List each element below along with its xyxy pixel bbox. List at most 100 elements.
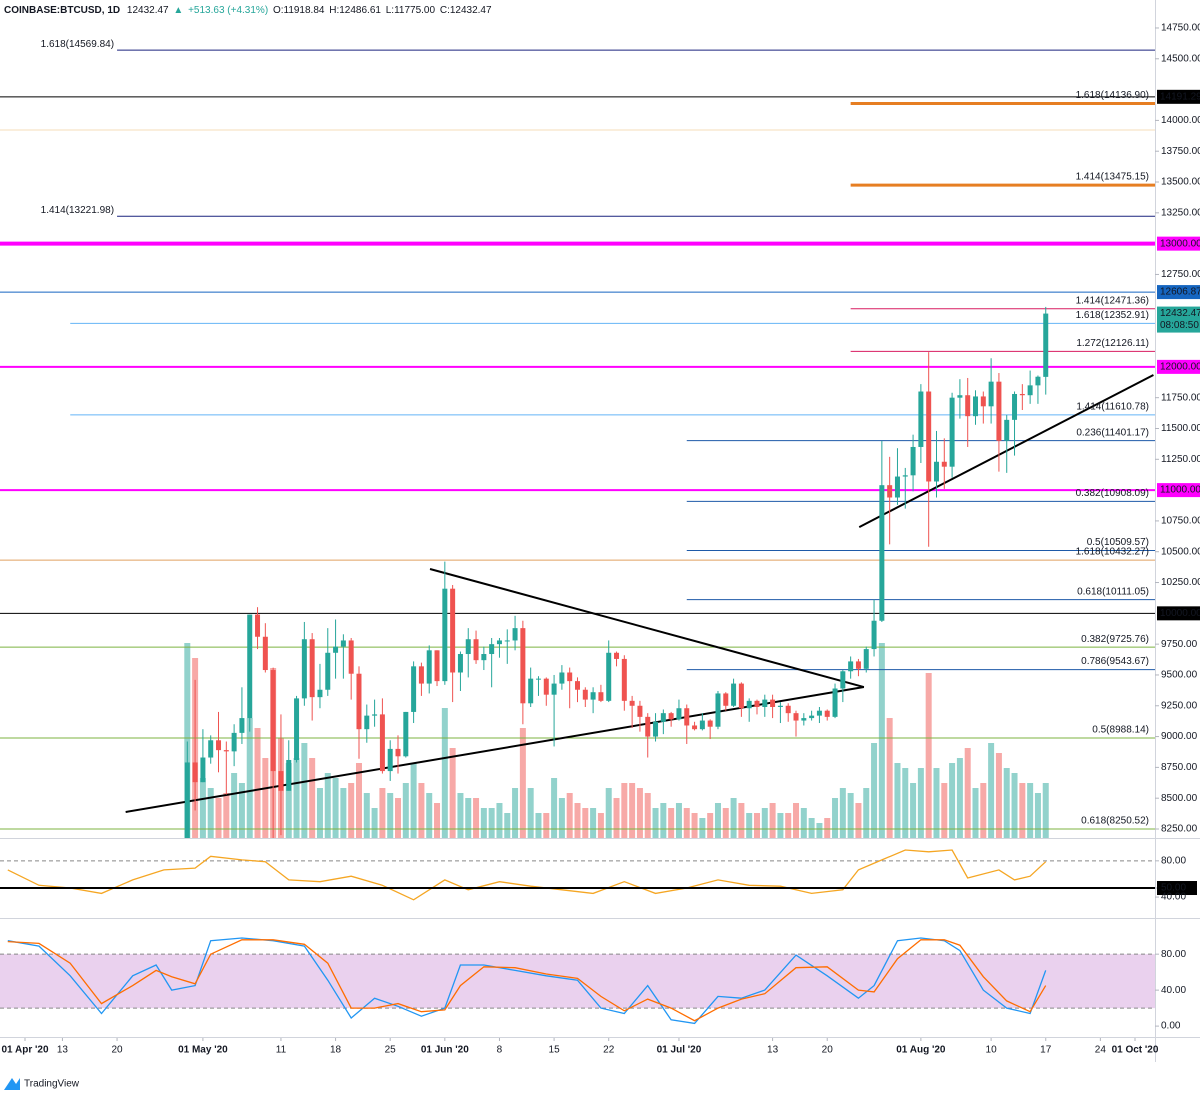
volume-bar — [418, 783, 425, 838]
volume-bar — [449, 748, 456, 838]
volume-bar — [395, 798, 402, 838]
volume-bar — [1042, 783, 1049, 838]
volume-bar — [777, 813, 784, 838]
volume-bar — [800, 808, 807, 838]
candle-body — [715, 693, 721, 727]
volume-bar — [316, 788, 323, 838]
y-tick-label: 9250.00 — [1161, 700, 1198, 711]
candle-body — [278, 771, 284, 791]
candle-body — [559, 672, 565, 684]
volume-bar — [488, 808, 495, 838]
volume-bar — [855, 803, 862, 838]
open: O:11918.84 — [273, 5, 325, 16]
volume-bar — [566, 793, 573, 838]
candle-body — [418, 666, 424, 684]
volume-bar — [871, 743, 878, 838]
volume-bar — [847, 793, 854, 838]
volume-bar — [769, 803, 776, 838]
candle-body — [957, 395, 963, 398]
candle-body — [239, 718, 245, 733]
candle-body — [231, 732, 237, 752]
level-label: 0.5(10509.57) — [1087, 537, 1149, 548]
candle-body — [465, 639, 471, 655]
volume-bar — [746, 813, 753, 838]
volume-bar — [324, 773, 331, 838]
volume-bar — [995, 753, 1002, 838]
candle-body — [372, 714, 378, 716]
candle-body — [816, 710, 822, 716]
x-tick-label: 01 Jun '20 — [421, 1045, 469, 1056]
volume-bar — [519, 728, 526, 838]
volume-bar — [902, 768, 909, 838]
level-label: 1.618(14136.90) — [1076, 90, 1149, 101]
level-label: 0.382(9725.76) — [1081, 634, 1149, 645]
candle-body — [887, 485, 893, 498]
volume-bar — [371, 808, 378, 838]
level-axis-box — [1157, 606, 1200, 621]
volume-bar — [793, 803, 800, 838]
x-tick-label: 15 — [549, 1045, 561, 1056]
volume-bar — [512, 788, 519, 838]
candle-body — [645, 716, 651, 737]
level-label: 1.618(12352.91) — [1076, 310, 1149, 321]
price: 12432.47 — [127, 5, 169, 16]
volume-bar — [574, 803, 581, 838]
candle-body — [980, 396, 986, 407]
x-tick-label: 20 — [822, 1045, 834, 1056]
volume-bar — [675, 803, 682, 838]
candle-body — [426, 650, 432, 684]
volume-bar — [988, 743, 995, 838]
volume-bar — [917, 768, 924, 838]
candle-body — [504, 640, 510, 642]
indicator-line — [7, 939, 1047, 1022]
candle-body — [411, 666, 417, 712]
y-tick-label: 50.00 — [1161, 883, 1186, 894]
candle-body — [824, 710, 830, 717]
level-axis-box — [1157, 359, 1200, 374]
candle-body — [637, 705, 643, 717]
candle-body — [598, 692, 604, 701]
y-tick-label: 80.00 — [1161, 855, 1186, 866]
candle-body — [567, 672, 573, 682]
candle-body — [192, 762, 198, 783]
footer: TradingView — [24, 1079, 80, 1090]
candle-body — [809, 715, 815, 719]
y-tick-label: 8250.00 — [1161, 824, 1198, 835]
level-axis-label: 12000.00 — [1160, 362, 1200, 373]
y-tick-label: 11500.00 — [1161, 423, 1200, 434]
level-label: 0.236(11401.17) — [1076, 427, 1149, 438]
volume-bar — [964, 748, 971, 838]
volume-bar — [473, 798, 480, 838]
volume-bar — [949, 763, 956, 838]
candle-body — [1004, 419, 1010, 441]
candle-body — [1019, 393, 1025, 396]
level-axis-box — [1157, 285, 1200, 300]
y-tick-label: 14750.00 — [1161, 23, 1200, 34]
volume-bar — [636, 788, 643, 838]
volume-bar — [348, 783, 355, 838]
candle-body — [379, 714, 385, 772]
candle-body — [1027, 385, 1033, 396]
candle-body — [457, 654, 463, 673]
candle-body — [933, 461, 939, 482]
volume-bar — [1027, 783, 1034, 838]
volume-bar — [941, 783, 948, 838]
volume-bar — [730, 798, 737, 838]
candle-body — [528, 678, 534, 704]
volume-bar — [691, 813, 698, 838]
x-tick-label: 24 — [1095, 1045, 1107, 1056]
x-tick-label: 01 Aug '20 — [896, 1045, 946, 1056]
level-axis-box — [1157, 89, 1200, 104]
volume-bar — [816, 823, 823, 838]
x-tick-label: 01 May '20 — [178, 1045, 228, 1056]
volume-bar — [231, 773, 238, 838]
volume-bar — [246, 718, 253, 838]
candle-body — [738, 683, 744, 709]
volume-bar — [504, 813, 511, 838]
candle-body — [403, 711, 409, 757]
candle-body — [723, 693, 729, 706]
volume-bar — [434, 803, 441, 838]
high: H:12486.61 — [329, 5, 381, 16]
candle-body — [496, 640, 502, 645]
